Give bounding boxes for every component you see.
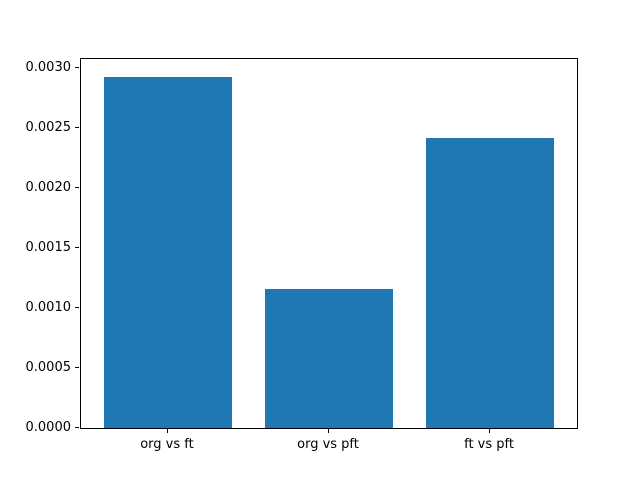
x-tick-label: org vs pft — [297, 437, 359, 452]
bar-org-vs-ft — [103, 76, 233, 428]
y-tick-mark — [75, 127, 79, 129]
y-tick-label: 0.0005 — [25, 360, 72, 376]
bar-ft-vs-pft — [425, 137, 555, 428]
x-tick-mark — [328, 429, 329, 433]
y-tick-label: 0.0030 — [25, 60, 72, 76]
y-tick-mark — [75, 187, 79, 189]
x-tick-mark — [166, 429, 168, 433]
y-tick-mark — [75, 427, 79, 428]
y-tick-mark — [75, 307, 79, 309]
y-tick-mark — [75, 67, 79, 69]
x-tick-label: ft vs pft — [464, 437, 514, 452]
x-tick-label: org vs ft — [140, 437, 194, 452]
bar-org-vs-pft — [264, 288, 394, 428]
y-tick-mark — [75, 247, 79, 249]
x-tick-mark — [489, 429, 491, 433]
y-tick-mark — [75, 367, 79, 369]
y-tick-label: 0.0010 — [25, 300, 72, 316]
y-tick-label: 0.0020 — [25, 180, 72, 196]
plot-area — [80, 58, 578, 429]
y-tick-label: 0.0015 — [25, 240, 72, 256]
y-tick-label: 0.0025 — [25, 120, 72, 136]
y-tick-label: 0.0000 — [25, 420, 72, 435]
